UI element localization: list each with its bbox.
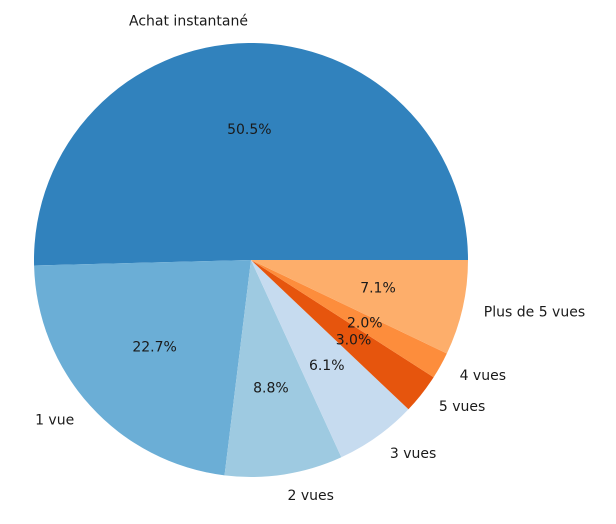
pie-slice-1-vue [34, 260, 252, 476]
category-label-5-vues: 5 vues [439, 399, 485, 415]
pct-label-1-vue: 22.7% [132, 339, 176, 355]
category-label-1-vue: 1 vue [35, 412, 74, 428]
category-label-3-vues: 3 vues [390, 446, 436, 462]
pct-label-5-vues: 3.0% [336, 332, 372, 348]
category-label-plus-de-5-vues: Plus de 5 vues [484, 305, 585, 321]
category-label-achat-instantane: Achat instantané [129, 13, 248, 29]
pie-slice-plus-de-5-vues [251, 260, 468, 354]
category-label-4-vues: 4 vues [460, 368, 506, 384]
pct-label-plus-de-5-vues: 7.1% [360, 281, 396, 297]
pct-label-achat-instantane: 50.5% [227, 122, 271, 138]
pie-slice-achat-instantane [34, 42, 469, 266]
category-label-2-vues: 2 vues [288, 488, 334, 504]
pie-slice-2-vues [224, 260, 342, 477]
percent-labels-layer: 50.5% 22.7% 8.8% 6.1% 3.0%2.0% 7.1% [132, 122, 395, 397]
pct-label-3-vues: 6.1% [309, 358, 345, 374]
pct-label-4-vues: 2.0% [347, 315, 383, 331]
pct-label-2-vues: 8.8% [253, 381, 289, 397]
pie-slice-4-vues [251, 260, 447, 378]
category-labels-layer: Achat instantané 1 vue 2 vues 3 vues 5 vues 4… [35, 13, 585, 504]
pie-slice-5-vues [251, 260, 434, 410]
pie-slice-3-vues [251, 260, 409, 458]
slices-layer [34, 42, 469, 477]
